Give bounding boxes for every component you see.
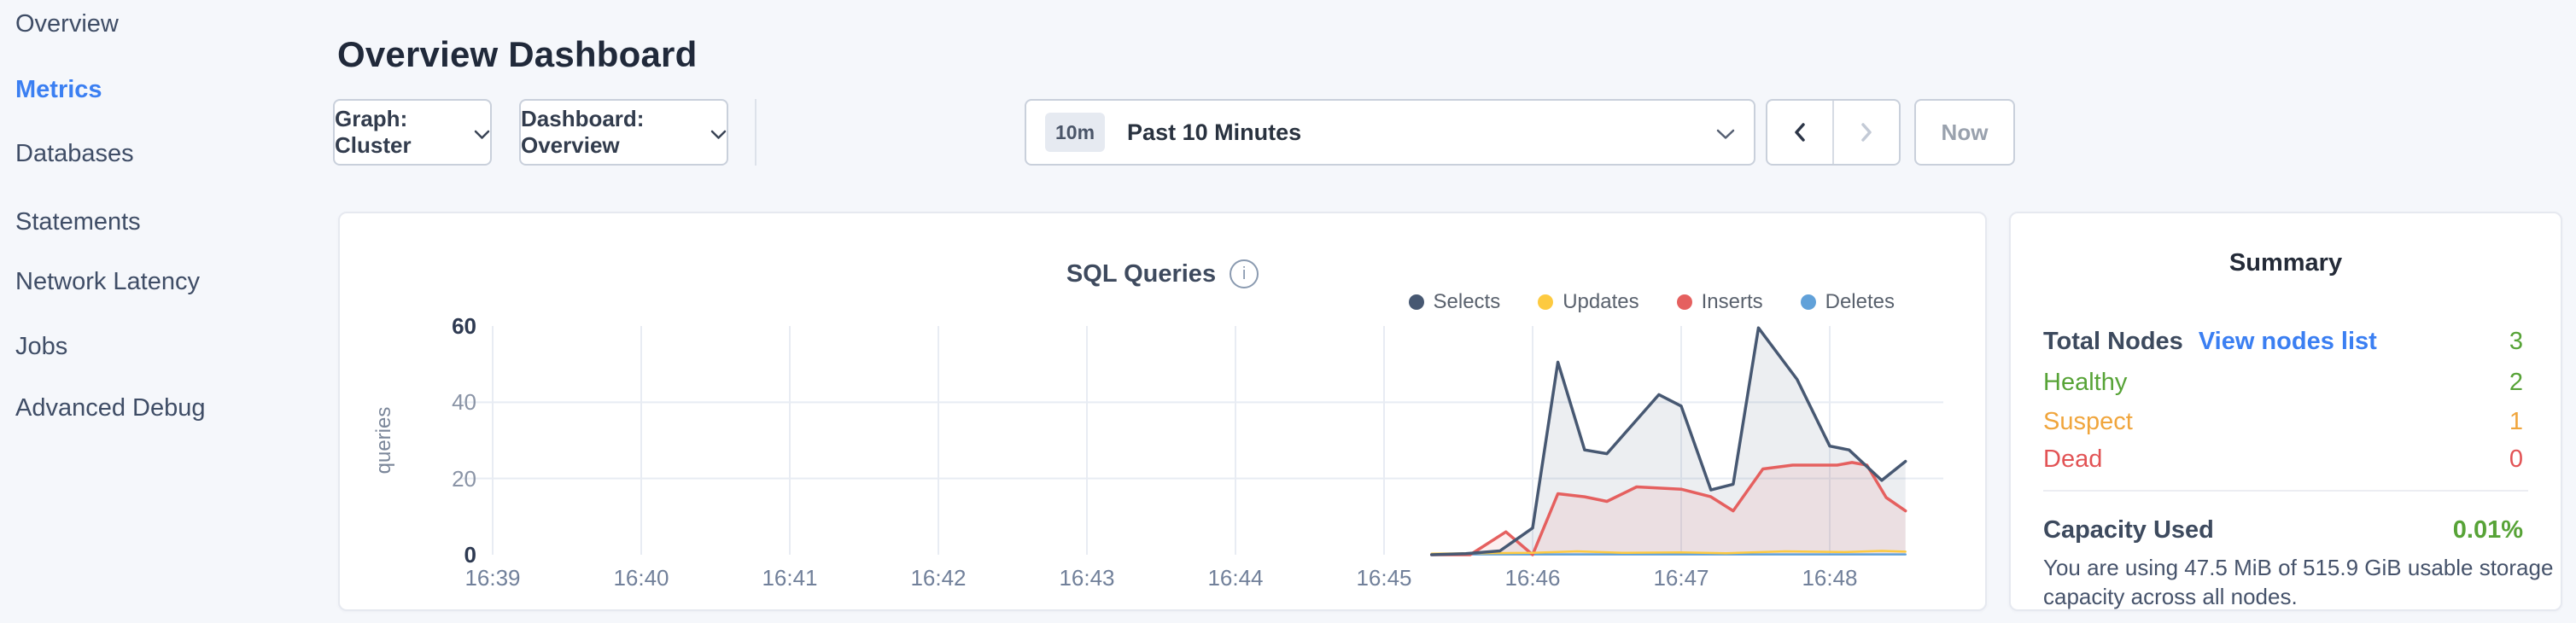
- now-button[interactable]: Now: [1914, 99, 2015, 166]
- capacity-used-row: Capacity Used 0.01%: [2043, 514, 2523, 546]
- x-axis-tick-label: 16:45: [1356, 565, 1412, 591]
- legend-label: Inserts: [1701, 290, 1763, 313]
- summary-row-label: Dead: [2043, 445, 2103, 473]
- capacity-used-value: 0.01%: [2452, 515, 2523, 544]
- summary-row-healthy: Healthy 2: [2043, 367, 2523, 398]
- summary-row-value: 1: [2509, 407, 2523, 435]
- dashboard-dropdown-label: Dashboard: Overview: [521, 106, 645, 158]
- info-icon[interactable]: i: [1230, 259, 1259, 288]
- capacity-description-line1: You are using 47.5 MiB of 515.9 GiB usab…: [2043, 555, 2554, 580]
- summary-row-value: 0: [2509, 445, 2523, 473]
- legend-label: Selects: [1433, 290, 1501, 313]
- sidebar-item-advanced-debug[interactable]: Advanced Debug: [15, 394, 206, 422]
- capacity-used-label: Capacity Used: [2043, 515, 2214, 544]
- time-range-badge: 10m: [1045, 113, 1106, 152]
- summary-row-label: Healthy: [2043, 368, 2128, 396]
- graph-dropdown[interactable]: Graph: Cluster: [333, 99, 492, 166]
- x-axis-tick-label: 16:42: [910, 565, 967, 591]
- legend-item-updates[interactable]: Updates: [1538, 290, 1639, 314]
- page-title: Overview Dashboard: [337, 34, 698, 75]
- sidebar-item-databases[interactable]: Databases: [15, 140, 134, 167]
- legend-dot-icon: [1538, 294, 1554, 310]
- chevron-left-icon: [1795, 123, 1805, 142]
- sidebar-item-overview[interactable]: Overview: [15, 10, 119, 38]
- x-axis-tick-label: 16:41: [762, 565, 818, 591]
- x-axis-tick-label: 16:40: [613, 565, 669, 591]
- x-axis-tick-label: 16:46: [1504, 565, 1561, 591]
- summary-title: Summary: [2228, 249, 2343, 277]
- x-axis-tick-label: 16:47: [1653, 565, 1709, 591]
- y-axis-tick-label: 60: [452, 313, 476, 339]
- legend-dot-icon: [1800, 294, 1816, 310]
- time-step-buttons: [1766, 99, 1901, 166]
- summary-row-label: Total Nodes: [2043, 327, 2183, 355]
- legend-dot-icon: [1408, 294, 1424, 310]
- toolbar-divider: [755, 99, 756, 166]
- sidebar-item-jobs[interactable]: Jobs: [15, 333, 68, 360]
- chart-legend: Selects Updates Inserts Deletes: [1408, 290, 1895, 314]
- summary-row-value: 2: [2509, 368, 2523, 396]
- chevron-down-icon: [1716, 119, 1735, 146]
- sidebar-item-network-latency[interactable]: Network Latency: [15, 268, 200, 295]
- x-axis-tick-label: 16:39: [464, 565, 521, 591]
- chevron-down-icon: [474, 119, 490, 146]
- next-time-button[interactable]: [1832, 101, 1899, 164]
- y-axis-tick-label: 0: [464, 542, 476, 568]
- sidebar-item-metrics[interactable]: Metrics: [15, 76, 102, 103]
- legend-item-selects[interactable]: Selects: [1408, 290, 1501, 314]
- summary-divider: [2043, 490, 2528, 492]
- y-axis-tick-label: 20: [452, 465, 476, 492]
- legend-item-deletes[interactable]: Deletes: [1800, 290, 1895, 314]
- x-axis-tick-label: 16:43: [1059, 565, 1115, 591]
- dashboard-dropdown[interactable]: Dashboard: Overview: [519, 99, 728, 166]
- summary-row-total-nodes: Total Nodes View nodes list 3: [2043, 326, 2523, 357]
- legend-item-inserts[interactable]: Inserts: [1676, 290, 1763, 314]
- summary-row-suspect: Suspect 1: [2043, 406, 2523, 437]
- view-nodes-list-link[interactable]: View nodes list: [2198, 327, 2377, 355]
- time-range-label: Past 10 Minutes: [1127, 119, 1302, 145]
- summary-row-value: 3: [2509, 327, 2523, 355]
- summary-row-dead: Dead 0: [2043, 444, 2523, 475]
- legend-label: Updates: [1563, 290, 1639, 313]
- graph-dropdown-label: Graph: Cluster: [335, 106, 412, 158]
- x-axis-tick-label: 16:48: [1802, 565, 1858, 591]
- prev-time-button[interactable]: [1767, 101, 1832, 164]
- x-axis-tick-label: 16:44: [1207, 565, 1264, 591]
- chart-title: SQL Queries: [1066, 259, 1217, 288]
- legend-dot-icon: [1676, 294, 1692, 310]
- summary-panel: Summary Total Nodes View nodes list 3 Healt…: [2009, 212, 2562, 611]
- chevron-right-icon: [1861, 123, 1872, 142]
- y-axis-tick-label: 40: [452, 389, 476, 416]
- capacity-description-line2: capacity across all nodes.: [2043, 584, 2298, 609]
- summary-row-label: Suspect: [2043, 407, 2133, 435]
- sql-queries-chart-card: SQL Queries i Selects Updates Inserts Delet…: [338, 212, 1987, 611]
- sidebar-item-statements[interactable]: Statements: [15, 208, 141, 236]
- legend-label: Deletes: [1825, 290, 1895, 313]
- chevron-down-icon: [710, 119, 727, 146]
- time-range-select[interactable]: 10m Past 10 Minutes: [1025, 99, 1755, 166]
